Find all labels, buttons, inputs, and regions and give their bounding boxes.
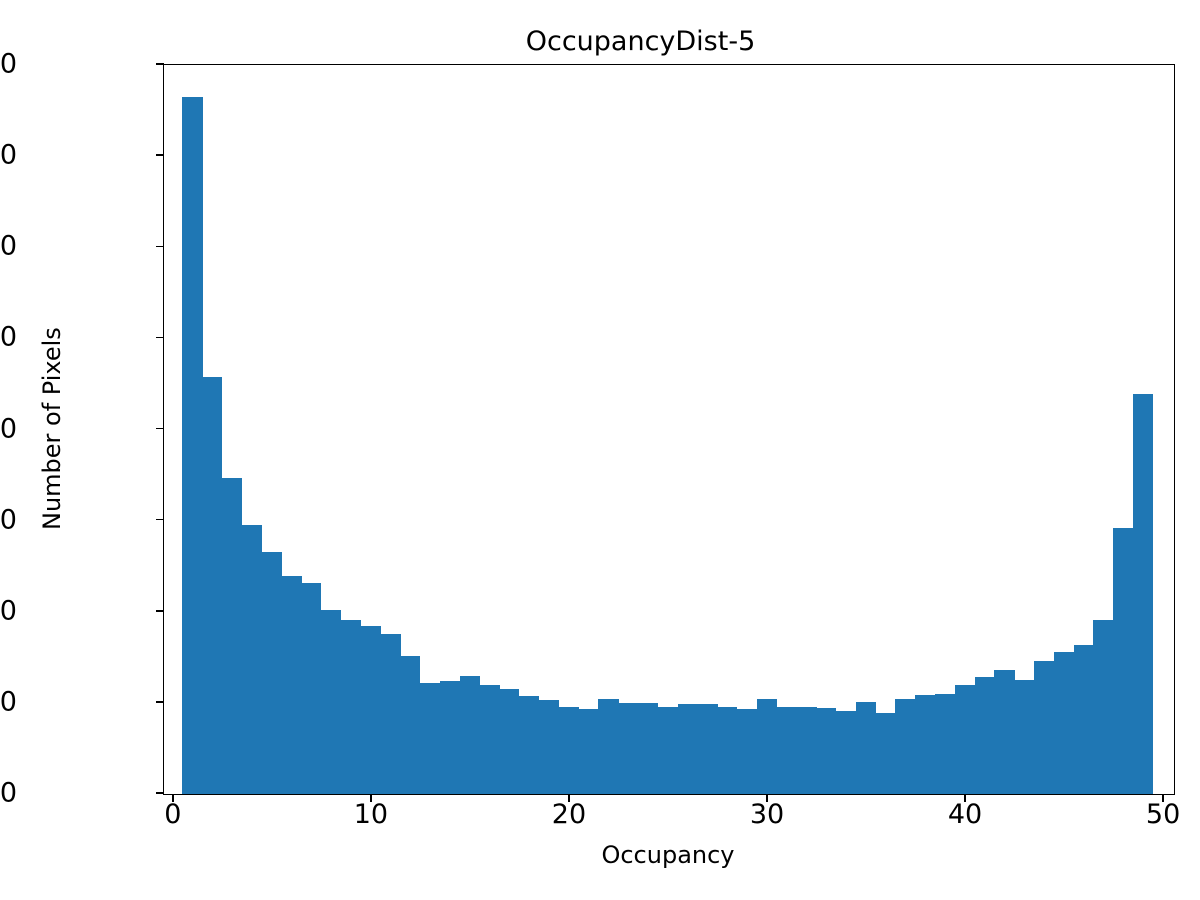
histogram-bar	[657, 706, 678, 794]
histogram-bar	[321, 609, 342, 794]
y-tick-label: 1750	[0, 139, 17, 171]
x-tick-label: 0	[164, 799, 182, 830]
histogram-bar	[895, 698, 916, 794]
y-tick-label: 1000	[0, 413, 17, 444]
histogram-bar	[281, 576, 302, 794]
histogram-bar	[459, 675, 480, 794]
y-tick-label: 2000	[0, 48, 17, 80]
histogram-bar	[241, 525, 263, 794]
histogram-bar	[400, 656, 421, 794]
histogram-bar	[202, 377, 223, 794]
histogram-bar	[637, 702, 659, 794]
y-tick-mark	[156, 336, 164, 339]
y-tick-mark	[156, 245, 164, 247]
histogram-bar	[182, 97, 203, 794]
histogram-bar	[697, 703, 718, 794]
histogram-bar	[558, 707, 579, 794]
histogram-bar	[261, 552, 282, 794]
histogram-bar	[499, 689, 520, 794]
histogram-bar	[360, 625, 381, 794]
histogram-bar	[954, 684, 975, 794]
histogram-bar	[915, 694, 936, 794]
histogram-bar	[439, 681, 461, 794]
histogram-bar	[301, 582, 322, 794]
y-tick-mark	[156, 154, 164, 156]
x-tick-label: 50	[1145, 799, 1181, 830]
y-tick-mark	[156, 63, 164, 65]
histogram-bar	[756, 699, 777, 794]
histogram-bar	[875, 713, 896, 794]
histogram-bar	[578, 709, 599, 794]
y-tick-label: 1250	[0, 321, 17, 353]
y-tick-label: 250	[0, 686, 17, 718]
histogram-bar	[598, 699, 619, 794]
histogram-bar	[816, 707, 837, 794]
histogram-bar	[222, 477, 243, 794]
y-tick-mark	[156, 518, 164, 521]
histogram-bar	[736, 709, 758, 794]
y-tick-mark	[156, 427, 164, 430]
y-tick-mark	[156, 610, 164, 612]
y-tick-label: 500	[0, 595, 17, 627]
histogram-bar	[1093, 620, 1114, 794]
histogram-bar	[1073, 644, 1094, 794]
x-tick-mark	[370, 794, 372, 802]
histogram-bar	[1033, 660, 1055, 794]
y-tick-mark	[156, 792, 164, 794]
y-tick-label: 0	[0, 777, 17, 809]
histogram-bar	[479, 684, 500, 794]
histogram-bar	[1133, 393, 1154, 794]
histogram-bar	[519, 695, 540, 794]
x-tick-mark	[568, 794, 570, 802]
x-tick-mark	[964, 794, 966, 802]
histogram-bar	[835, 710, 857, 794]
histogram-bar	[420, 682, 441, 794]
histogram-bar	[677, 703, 698, 794]
x-tick-label: 10	[353, 799, 389, 830]
x-tick-mark	[172, 794, 174, 802]
histogram-bar	[1113, 527, 1134, 794]
x-tick-mark	[766, 794, 768, 802]
histogram-bar	[974, 676, 995, 794]
histogram-bar	[618, 702, 639, 794]
y-tick-label: 1500	[0, 230, 17, 262]
chart-title: OccupancyDist-5	[525, 26, 756, 57]
histogram-bar	[994, 670, 1015, 794]
plot-area	[163, 64, 1175, 795]
histogram-bar	[776, 706, 797, 794]
histogram-bar	[1053, 651, 1074, 794]
y-tick-mark	[156, 701, 164, 703]
x-tick-label: 20	[551, 799, 587, 830]
histogram-bars	[164, 65, 1174, 794]
histogram-bar	[380, 633, 401, 794]
x-axis-label: Occupancy	[601, 841, 735, 869]
x-tick-label: 40	[947, 799, 983, 830]
x-tick-label: 30	[749, 799, 785, 830]
y-tick-label: 750	[0, 504, 17, 536]
histogram-bar	[855, 702, 876, 794]
histogram-bar	[538, 699, 560, 794]
histogram-bar	[340, 620, 362, 794]
histogram-bar	[717, 706, 738, 794]
histogram-bar	[796, 706, 817, 794]
x-tick-mark	[1162, 794, 1164, 802]
histogram-bar	[1014, 679, 1035, 794]
histogram-bar	[934, 693, 956, 794]
y-axis-label: Number of Pixels	[38, 327, 66, 530]
